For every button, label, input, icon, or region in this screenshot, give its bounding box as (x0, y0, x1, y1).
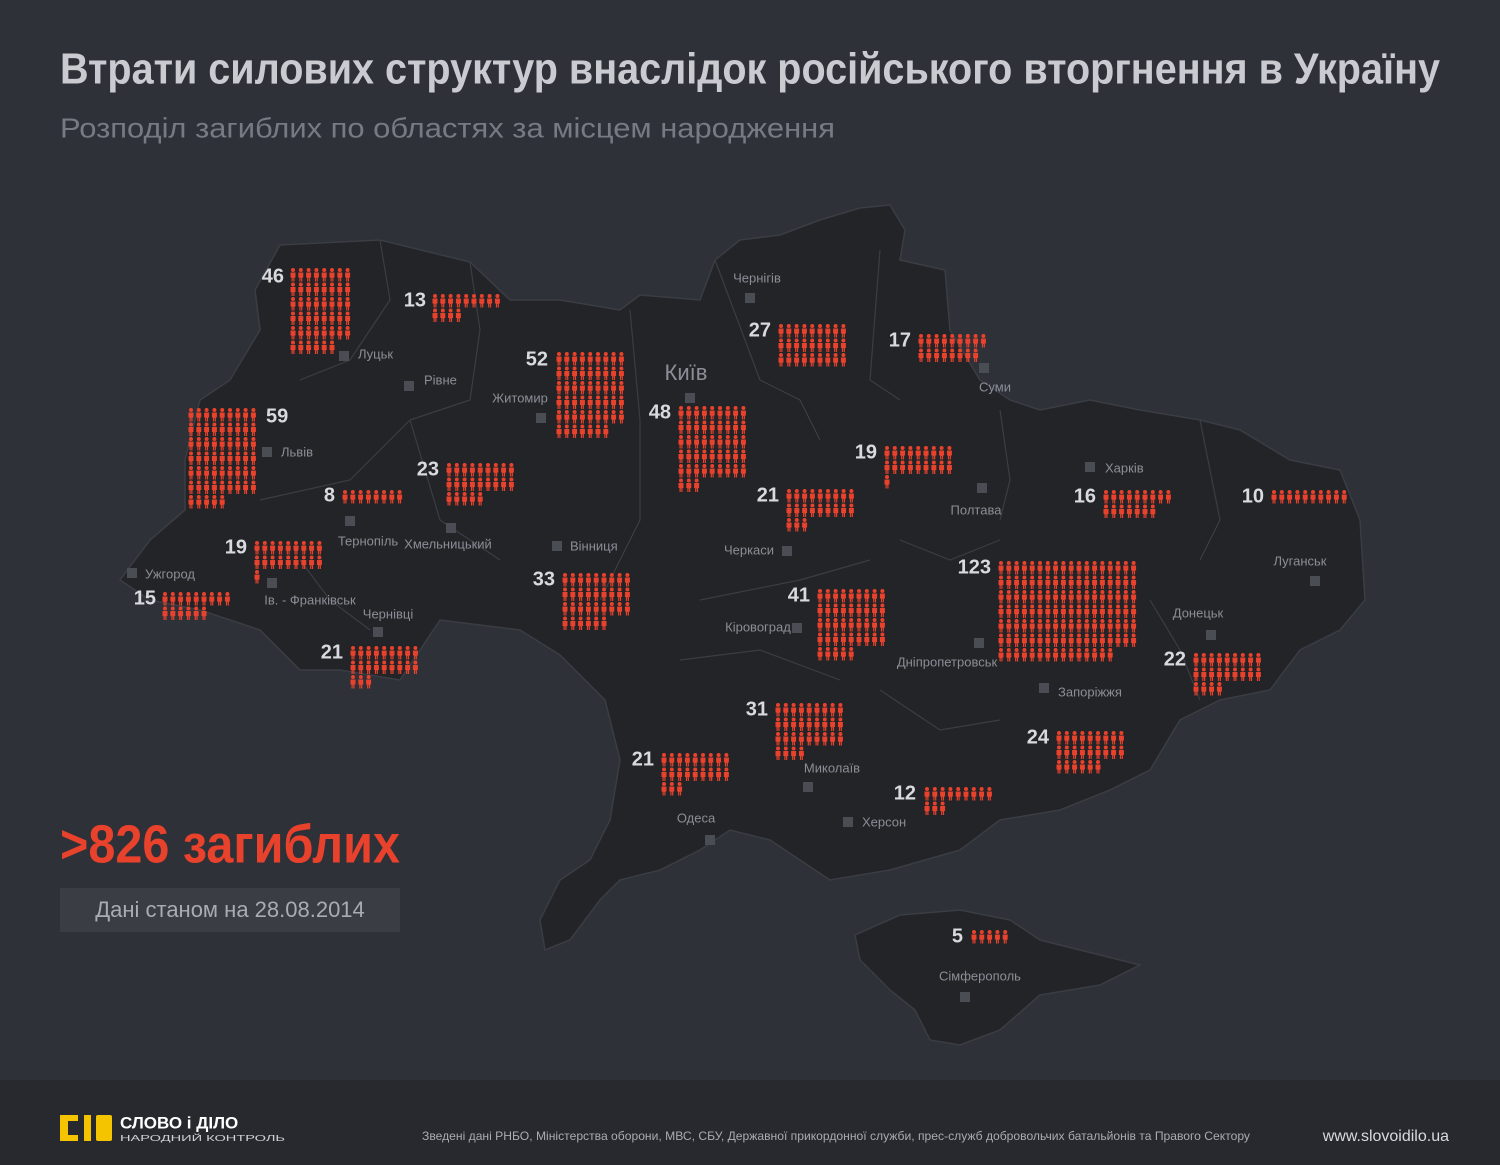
city-label: Чернігів (733, 270, 781, 285)
region-count: 59 (266, 405, 288, 427)
region-count: 52 (526, 348, 548, 370)
region-count: 31 (746, 698, 768, 720)
region-count: 17 (889, 329, 911, 351)
region-count: 22 (1164, 648, 1186, 670)
city-marker (977, 483, 987, 493)
city-label: Кіровоград (725, 619, 791, 634)
city-marker (782, 546, 792, 556)
total: >826 загиблих (60, 814, 400, 874)
city-label: Житомир (492, 390, 548, 405)
map-layer: Луцьк 46 Рівне 13 Житомир 52 Київ 48 Чернігів 27 С… (127, 265, 1347, 1002)
region-count: 19 (225, 536, 247, 558)
region-count: 16 (1074, 485, 1096, 507)
city-marker (803, 782, 813, 792)
city-marker (345, 516, 355, 526)
city-marker (1039, 683, 1049, 693)
footer (0, 1080, 1500, 1165)
region-count: 19 (855, 441, 877, 463)
city-marker (127, 568, 137, 578)
crimea-map (854, 909, 1143, 1046)
date: Дані станом на 28.08.2014 (95, 897, 365, 922)
region-count: 5 (952, 925, 963, 947)
region-count: 21 (632, 748, 654, 770)
city-label: Одеса (677, 810, 716, 825)
city-label: Вінниця (570, 538, 618, 553)
region-count: 33 (533, 568, 555, 590)
city-label: Київ (665, 360, 708, 385)
region-count: 27 (749, 319, 771, 341)
city-label: Черкаси (724, 542, 774, 557)
city-marker (745, 293, 755, 303)
city-label: Запоріжжя (1058, 684, 1122, 699)
city-label: Сімферополь (939, 968, 1021, 983)
city-label: Полтава (951, 502, 1003, 517)
region-count: 24 (1027, 726, 1050, 748)
region-count: 8 (324, 484, 335, 506)
city-label: Хмельницький (404, 536, 492, 551)
casualty-icons (778, 324, 846, 367)
city-label: Луганськ (1273, 553, 1326, 568)
region-count: 46 (262, 265, 284, 287)
city-marker (974, 638, 984, 648)
city-label: Ужгород (145, 566, 195, 581)
url: www.slovoidilo.ua (1322, 1128, 1449, 1145)
city-label: Ів. - Франківськ (264, 592, 356, 607)
city-label: Луцьк (358, 346, 393, 361)
city-marker (267, 578, 277, 588)
city-marker (705, 835, 715, 845)
region-count: 41 (788, 584, 810, 606)
date-box (60, 888, 400, 932)
region-count: 21 (757, 484, 779, 506)
city-label: Суми (979, 379, 1011, 394)
city-marker (843, 817, 853, 827)
brand: СЛОВО і ДІЛО (120, 1113, 238, 1132)
region-count: 23 (417, 458, 439, 480)
city-label: Миколаїв (804, 760, 860, 775)
region-count: 12 (894, 782, 916, 804)
source: Зведені дані РНБО, Міністерства оборони,… (422, 1129, 1250, 1143)
city-label: Чернівці (363, 606, 414, 621)
title: Втрати силових структур внаслідок російс… (60, 45, 1440, 94)
city-marker (373, 627, 383, 637)
city-marker (339, 351, 349, 361)
region-borders (259, 239, 1221, 731)
subtitle: Розподіл загиблих по областях за місцем … (60, 112, 835, 143)
city-marker (536, 413, 546, 423)
city-marker (552, 541, 562, 551)
city-label: Дніпропетровськ (897, 654, 998, 669)
city-label: Херсон (862, 814, 906, 829)
logo-mark (60, 1115, 112, 1141)
region-count: 21 (321, 641, 343, 663)
city-label: Донецьк (1173, 605, 1224, 620)
region-count: 48 (649, 401, 671, 423)
city-marker (685, 393, 695, 403)
region-count: 123 (958, 556, 991, 578)
city-marker (1206, 630, 1216, 640)
ukraine-map (118, 204, 1366, 952)
city-marker (446, 523, 456, 533)
city-label: Тернопіль (338, 533, 399, 548)
brand-sub: НАРОДНИЙ КОНТРОЛЬ (120, 1134, 285, 1143)
city-marker (792, 623, 802, 633)
city-label: Львів (281, 444, 313, 459)
region-count: 13 (404, 289, 426, 311)
city-label: Рівне (424, 372, 457, 387)
city-marker (1085, 462, 1095, 472)
region-count: 10 (1242, 485, 1264, 507)
city-label: Харків (1105, 460, 1144, 475)
city-marker (404, 381, 414, 391)
city-marker (1310, 576, 1320, 586)
region-count: 15 (134, 587, 156, 609)
city-marker (262, 447, 272, 457)
city-marker (960, 992, 970, 1002)
city-marker (979, 363, 989, 373)
